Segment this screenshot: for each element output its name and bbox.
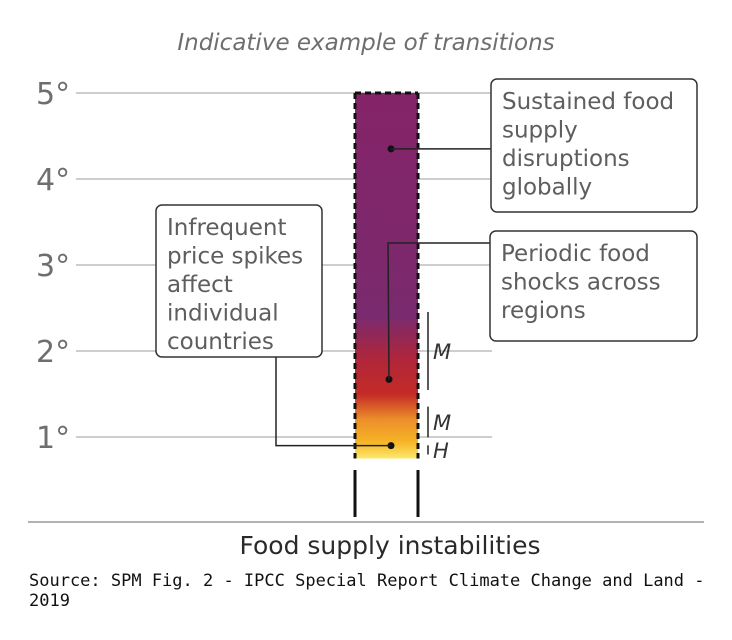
confidence-label: M — [433, 340, 451, 364]
annotation-text: Periodic food shocks across regions — [501, 241, 661, 324]
annotation-line: Periodic food — [501, 241, 650, 267]
y-tick-label: 4° — [36, 163, 70, 198]
annotation-line: price spikes — [167, 244, 303, 270]
y-tick-label: 2° — [36, 335, 70, 370]
annotation-text: Sustained food supply disruptions globally — [502, 89, 674, 201]
confidence-label: M — [433, 411, 451, 435]
annotation-line: affect — [167, 272, 233, 298]
annotation-box — [489, 230, 698, 342]
annotation-text: Infrequent price spikes affect individual co… — [167, 215, 303, 355]
annotation-line: globally — [502, 175, 592, 201]
annotation-line: Sustained food — [502, 89, 674, 115]
leader-line — [387, 242, 490, 380]
annotation-line: countries — [167, 329, 274, 355]
y-tick-label: 1° — [36, 421, 70, 456]
annotation-box — [490, 78, 698, 213]
annotation-line: supply — [502, 118, 578, 144]
y-tick-label: 5° — [36, 77, 70, 112]
annotation-line: Infrequent — [167, 215, 286, 241]
leader-line — [275, 357, 391, 447]
annotation-line: shocks across — [501, 270, 661, 296]
chart-title: Food supply instabilities — [239, 531, 541, 560]
annotation-box — [155, 204, 323, 358]
annotation-line: individual — [167, 301, 279, 327]
risk-bar — [355, 93, 418, 459]
chart-subtitle: Indicative example of transitions — [177, 30, 555, 56]
y-tick-label: 3° — [36, 249, 70, 284]
source-note: Source: SPM Fig. 2 - IPCC Special Report… — [29, 571, 705, 611]
confidence-label: H — [433, 439, 449, 463]
annotation-line: regions — [501, 298, 586, 324]
annotation-line: disruptions — [502, 146, 630, 172]
